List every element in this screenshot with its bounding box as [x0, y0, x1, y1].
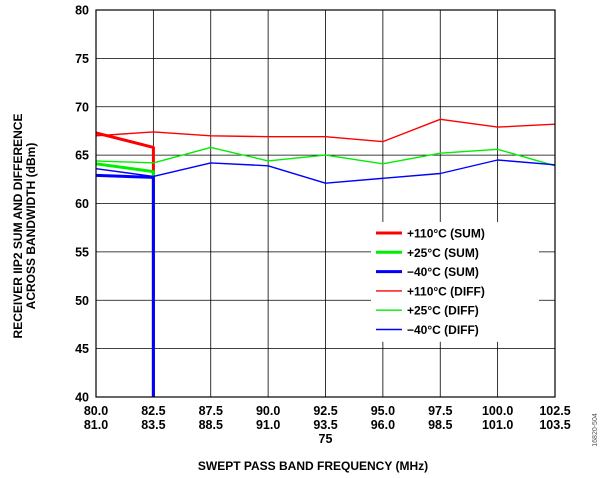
x-tick-label-top-7: 100.0 — [482, 404, 513, 418]
x-tick-label-bottom-0: 81.0 — [84, 418, 108, 432]
figure-id: 16820-504 — [592, 413, 599, 447]
legend-label-5: −40°C (DIFF) — [407, 323, 479, 337]
legend-label-1: +25°C (SUM) — [407, 246, 479, 260]
y-axis-title-line-2: ACROSS BANDWIDTH (dBm) — [24, 143, 38, 310]
series-line-2 — [95, 173, 155, 397]
y-tick-label-6: 70 — [75, 100, 89, 114]
x-tick-label-top-2: 87.5 — [199, 404, 223, 418]
x-tick-label-top-5: 95.0 — [371, 404, 395, 418]
x-tick-label-top-6: 97.5 — [428, 404, 452, 418]
x-tick-label-top-0: 80.0 — [84, 404, 108, 418]
y-tick-label-7: 75 — [75, 52, 89, 66]
series-line-1 — [95, 162, 155, 397]
x-tick-label-extra-4: 75 — [319, 432, 333, 446]
y-tick-label-4: 60 — [75, 197, 89, 211]
series-lines — [95, 118, 556, 397]
y-tick-labels: 40 45 50 55 60 65 70 75 80 — [75, 4, 89, 405]
y-tick-label-8: 80 — [75, 4, 89, 18]
x-tick-label-bottom-6: 98.5 — [428, 418, 452, 432]
legend-background — [371, 222, 539, 342]
x-tick-label-top-4: 92.5 — [313, 404, 337, 418]
x-tick-label-bottom-7: 101.0 — [482, 418, 513, 432]
x-tick-label-bottom-5: 96.0 — [371, 418, 395, 432]
x-tick-label-bottom-4: 93.5 — [313, 418, 337, 432]
x-tick-label-bottom-3: 91.0 — [256, 418, 280, 432]
y-tick-label-3: 55 — [75, 245, 89, 259]
series-line-3 — [95, 118, 556, 143]
y-tick-label-2: 50 — [75, 294, 89, 308]
legend-label-4: +25°C (DIFF) — [407, 304, 479, 318]
x-tick-label-bottom-8: 103.5 — [539, 418, 570, 432]
x-tick-label-bottom-2: 88.5 — [199, 418, 223, 432]
x-tick-label-top-3: 90.0 — [256, 404, 280, 418]
legend-label-2: −40°C (SUM) — [407, 265, 479, 279]
y-axis-title-line-1: RECEIVER IIP2 SUM AND DIFFERENCE — [11, 114, 25, 339]
y-tick-label-0: 40 — [75, 391, 89, 405]
x-tick-label-top-8: 102.5 — [539, 404, 570, 418]
y-axis-title: RECEIVER IIP2 SUM AND DIFFERENCE ACROSS … — [11, 114, 38, 339]
legend: +110°C (SUM) +25°C (SUM) −40°C (SUM) +110°C… — [371, 222, 539, 342]
figure-id-wrapper: 16820-504 — [592, 413, 599, 447]
series-line-5 — [95, 159, 556, 184]
x-tick-label-top-1: 82.5 — [141, 404, 165, 418]
y-tick-label-5: 65 — [75, 149, 89, 163]
legend-label-3: +110°C (DIFF) — [407, 284, 485, 298]
x-axis-title: SWEPT PASS BAND FREQUENCY (MHz) — [198, 459, 428, 473]
legend-label-0: +110°C (SUM) — [407, 227, 485, 241]
y-tick-label-1: 45 — [75, 342, 89, 356]
series-line-4 — [95, 146, 556, 167]
x-tick-labels: 80.081.0 82.583.5 87.588.5 90.091.0 92.593.5… — [84, 404, 571, 446]
x-tick-label-bottom-1: 83.5 — [141, 418, 165, 432]
plot-frame — [95, 9, 556, 398]
